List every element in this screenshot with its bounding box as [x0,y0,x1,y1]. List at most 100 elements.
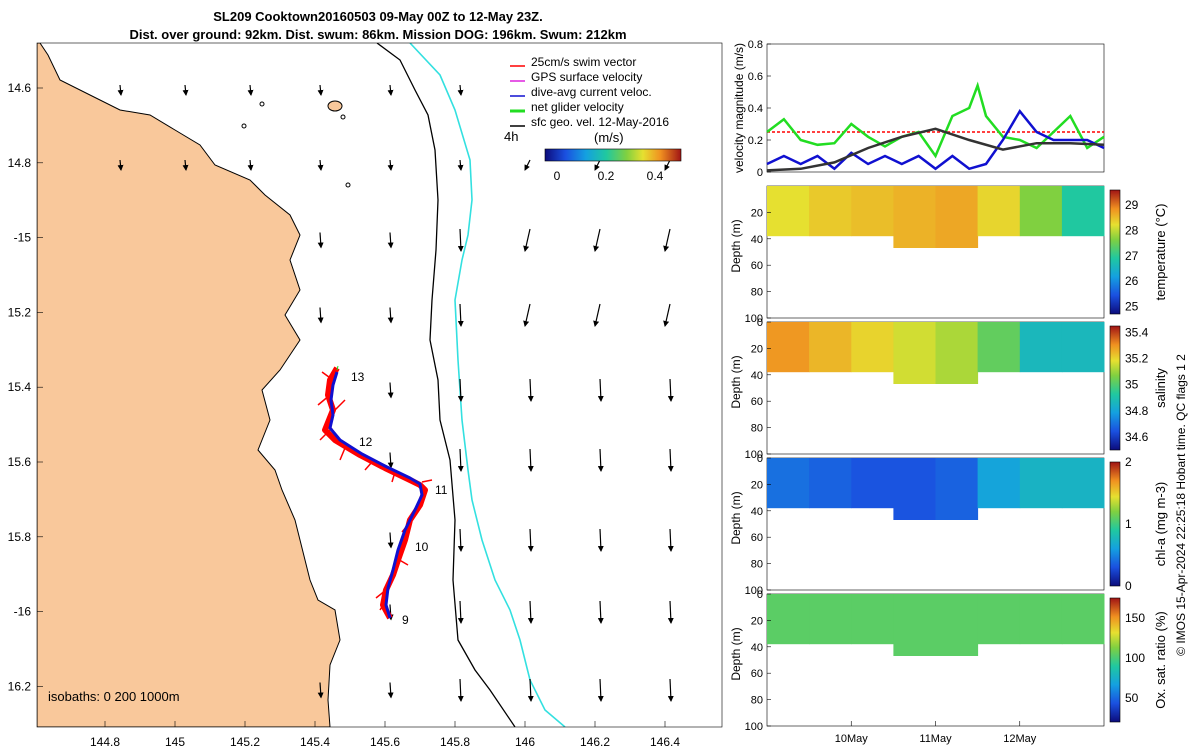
geo-vector [387,232,394,249]
section-y-tick-label: 60 [751,668,763,680]
geo-vector [663,303,671,327]
day-label-11: 11 [435,483,448,497]
section-cell [977,594,1021,645]
section-colorbar [1109,325,1121,451]
day-label-12: 12 [359,435,373,449]
section-colorbar-tick-label: 35.4 [1125,326,1149,340]
section-y-tick-label: 80 [751,559,763,571]
section-y-tick-label: 60 [751,532,763,544]
map-x-axis: 144.8 145 145.2 145.4 145.6 145.8 146 146.2 146.… [90,721,680,749]
section-colorbar-tick-label: 2 [1125,455,1132,469]
velocity-panel: 0 0.2 0.4 0.6 0.8 velocity magnitude (m/s) [732,39,1105,179]
day-label-13: 13 [351,370,365,384]
geo-vector [667,528,674,552]
geo-vector [247,84,254,96]
section-y-tick-label: 100 [745,585,763,597]
map-x-tick-label: 145.6 [370,735,400,749]
section-colorbar-tick-label: 100 [1125,651,1145,665]
geo-vector [667,678,674,702]
velocity-y-tick-label: 0.6 [748,71,763,83]
legend-duration: 4h [504,129,518,144]
section-cell [851,186,894,237]
velocity-y-tick-label: 0 [757,167,763,179]
date-tick-label: 12May [1003,733,1037,745]
section-cell [809,186,852,237]
velocity-ylabel: velocity magnitude (m/s) [732,43,746,173]
time-x-axis: 10May 11May 12May [835,721,1037,745]
geo-vector [667,378,674,402]
section-cell [809,458,852,509]
islet [340,114,346,120]
geo-vector [117,84,124,96]
geo-vector [667,600,674,624]
section-cell [851,594,894,645]
section-y-tick-label: 20 [751,479,763,491]
section-cell [977,186,1021,237]
map-x-tick-label: 144.8 [90,735,120,749]
section-cell [1019,594,1063,645]
section-cell [767,458,810,509]
section-y-tick-label: 20 [751,207,763,219]
geo-vector [597,448,604,472]
geo-vector [457,159,464,171]
geo-vector [667,448,674,472]
legend-background [497,52,687,130]
day-label-9: 9 [402,613,409,627]
legend-label: net glider velocity [531,100,624,114]
map-y-tick-label: 15.8 [8,530,32,544]
map-x-tick-label: 146.4 [650,735,680,749]
geo-vector [317,682,324,699]
geo-vector [247,159,254,171]
geo-vector [457,528,464,552]
geo-vector [457,228,464,252]
geo-vector [387,452,394,469]
legend-label: sfc geo. vel. 12-May-2016 [531,115,669,129]
map-y-tick-label: -16 [14,605,32,619]
section-ylabel: Depth (m) [729,491,743,544]
geo-vector [527,528,534,552]
velocity-line-dive-avg-current [766,109,1105,171]
net-glider-track [336,365,339,371]
section-y-tick-label: 0 [757,589,763,601]
section-cell [767,594,810,645]
map-y-axis: 14.6 14.8 -15 15.2 15.4 15.6 15.8 -16 16.2 [8,81,43,693]
isobaths-label: isobaths: 0 200 1000m [48,689,180,704]
section-ylabel: Depth (m) [729,627,743,680]
geo-vector [457,84,464,96]
colorbar-tick: 0.2 [598,169,615,183]
figure-title-line2: Dist. over ground: 92km. Dist. swum: 86k… [129,27,626,42]
map-y-tick-label: 15.6 [8,455,32,469]
section-colorbar-tick-label: 26 [1125,274,1139,288]
section-panel-3: 0 20 40 60 80 100 Depth (m) 0 1 2 chl-a (mg m-3) [729,453,1168,597]
islet [259,101,265,107]
section-cell [977,458,1021,509]
section-cell [1061,458,1105,509]
geo-vector [387,159,394,171]
geo-vector [182,84,189,96]
date-tick-label: 11May [919,733,952,745]
geo-vector [527,378,534,402]
map-x-tick-label: 145 [165,735,185,749]
section-y-tick-label: 40 [751,370,763,382]
section-y-tick-label: 40 [751,506,763,518]
section-panel-1: 20 40 60 80 100 Depth (m) 25 26 27 28 29 temperatur… [729,185,1168,325]
velocity-plot-area [766,43,1105,173]
section-colorbar [1109,461,1121,587]
colorbar-tick: 0.4 [647,169,664,183]
copyright-note: © IMOS 15-Apr-2024 22:25:18 Hobart time.… [1174,354,1188,656]
geo-vector [457,303,464,327]
map-x-tick-label: 145.8 [440,735,470,749]
section-colorbar-label: Ox. sat. ratio (%) [1153,611,1168,709]
map-y-tick-label: 15.2 [8,305,32,319]
geo-vector [457,378,464,402]
section-colorbar-label: chl-a (mg m-3) [1153,482,1168,567]
map-y-tick-label: 15.4 [8,380,32,394]
dive-avg-current-track [328,371,424,619]
land-mass [37,43,341,727]
geo-vector [597,528,604,552]
section-cell [935,458,979,520]
section-colorbar-tick-label: 28 [1125,223,1139,237]
section-cell [1061,322,1105,373]
section-cell [1019,186,1063,237]
